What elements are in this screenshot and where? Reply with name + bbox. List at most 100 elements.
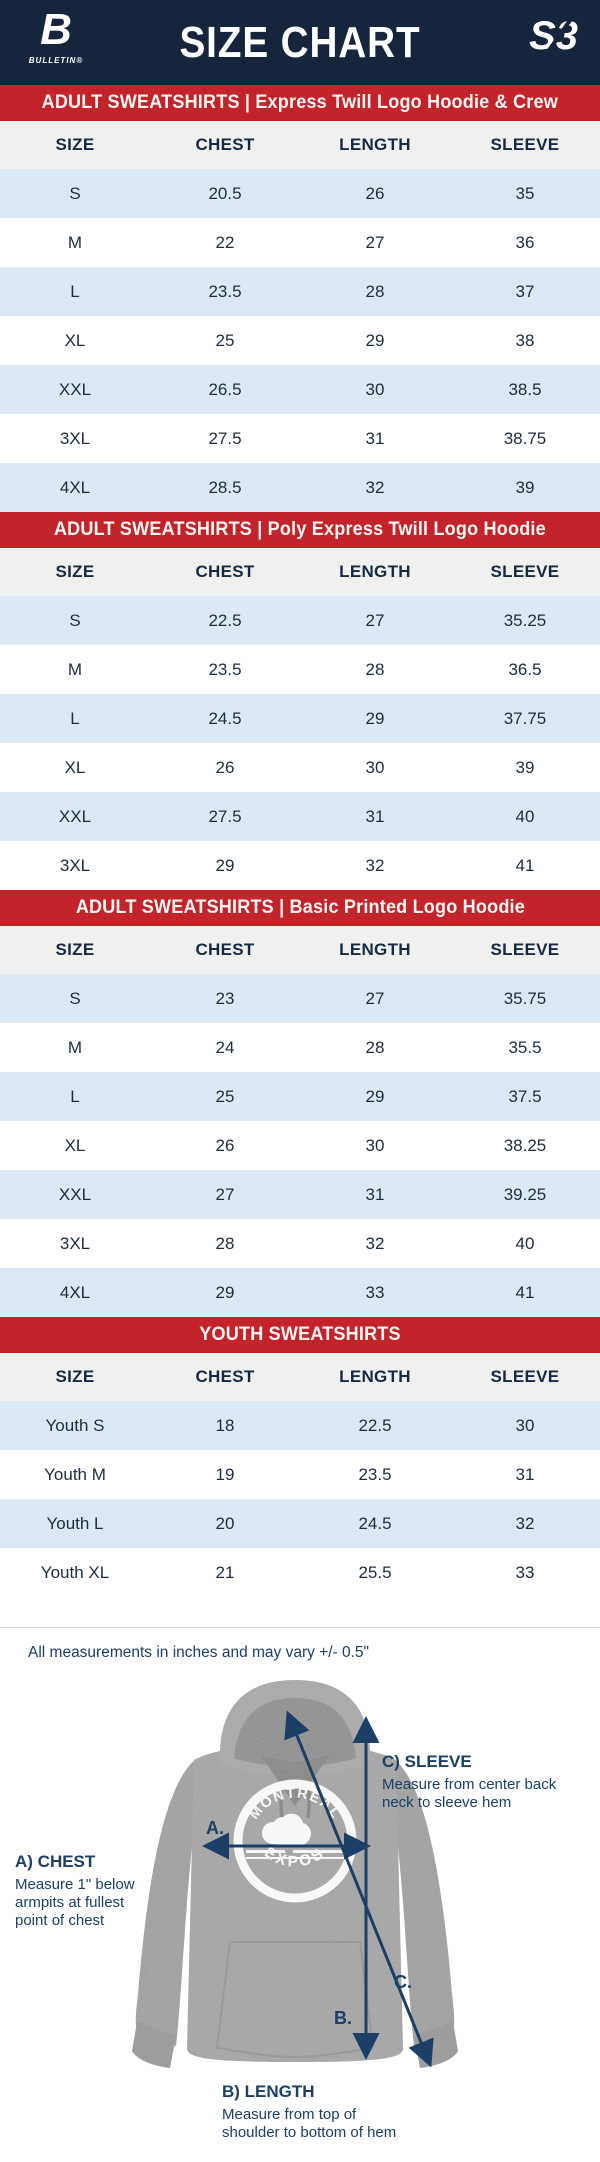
measurement-cell: 24 [150, 1023, 300, 1072]
size-cell: S [0, 974, 150, 1023]
measurement-cell: 26.5 [150, 365, 300, 414]
table-row: M 24 28 35.5 [0, 1023, 600, 1072]
size-cell: L [0, 267, 150, 316]
measurement-cell: 29 [300, 694, 450, 743]
measurement-cell: 22.5 [150, 596, 300, 645]
sleeve-annotation-desc: Measure from center back neck to sleeve … [382, 1775, 557, 1812]
measurement-cell: 31 [300, 1170, 450, 1219]
column-header: LENGTH [300, 121, 450, 169]
measurement-cell: 29 [150, 841, 300, 890]
column-header: SLEEVE [450, 121, 600, 169]
measurement-cell: 29 [150, 1268, 300, 1317]
measurement-cell: 25.5 [300, 1548, 450, 1597]
measurement-cell: 37.75 [450, 694, 600, 743]
size-cell: 3XL [0, 841, 150, 890]
measurement-cell: 29 [300, 316, 450, 365]
size-cell: XL [0, 743, 150, 792]
measurement-note: All measurements in inches and may vary … [28, 1644, 370, 1661]
table-row: M 23.5 28 36.5 [0, 645, 600, 694]
measurement-arrows [202, 1710, 434, 2068]
measurement-cell: 38.25 [450, 1121, 600, 1170]
table-row: XXL 27 31 39.25 [0, 1170, 600, 1219]
measurement-cell: 28 [150, 1219, 300, 1268]
section-banner-label: ADULT SWEATSHIRTS | Basic Printed Logo H… [75, 897, 525, 918]
column-header: LENGTH [300, 548, 450, 596]
size-table: SIZE CHEST LENGTH SLEEVE S 20.5 26 35 M 22 27 36 L 23… [0, 121, 600, 512]
column-header: SIZE [0, 121, 150, 169]
measurement-cell: 24.5 [150, 694, 300, 743]
measurement-cell: 18 [150, 1401, 300, 1450]
measurement-cell: 32 [450, 1499, 600, 1548]
size-table: SIZE CHEST LENGTH SLEEVE S 22.5 27 35.25 M 23.5 28… [0, 548, 600, 890]
size-table: SIZE CHEST LENGTH SLEEVE Youth S 18 22.5 30 Yout… [0, 1353, 600, 1597]
table-row: XL 26 30 38.25 [0, 1121, 600, 1170]
chest-annotation: A) CHEST Measure 1" below armpits at ful… [15, 1852, 150, 1931]
measurement-cell: 41 [450, 841, 600, 890]
size-cell: 3XL [0, 414, 150, 463]
measurement-cell: 33 [300, 1268, 450, 1317]
column-header: SIZE [0, 926, 150, 974]
table-header-row: SIZE CHEST LENGTH SLEEVE [0, 1353, 600, 1401]
table-row: XL 25 29 38 [0, 316, 600, 365]
measurement-cell: 30 [450, 1401, 600, 1450]
size-cell: XL [0, 316, 150, 365]
table-header-row: SIZE CHEST LENGTH SLEEVE [0, 121, 600, 169]
measurement-cell: 38.5 [450, 365, 600, 414]
measurement-cell: 39 [450, 743, 600, 792]
table-row: XL 26 30 39 [0, 743, 600, 792]
table-row: Youth L 20 24.5 32 [0, 1499, 600, 1548]
table-row: 4XL 29 33 41 [0, 1268, 600, 1317]
measurement-cell: 27 [300, 596, 450, 645]
column-header: SLEEVE [450, 926, 600, 974]
size-tables: ADULT SWEATSHIRTS | Express Twill Logo H… [0, 85, 600, 1597]
table-row: 3XL 27.5 31 38.75 [0, 414, 600, 463]
measurement-cell: 21 [150, 1548, 300, 1597]
size-cell: 3XL [0, 1219, 150, 1268]
measurement-cell: 26 [150, 1121, 300, 1170]
measurement-cell: 28 [300, 645, 450, 694]
size-cell: XL [0, 1121, 150, 1170]
measurement-cell: 35 [450, 169, 600, 218]
measurement-cell: 24.5 [300, 1499, 450, 1548]
column-header: CHEST [150, 121, 300, 169]
measurement-cell: 23 [150, 974, 300, 1023]
measurement-cell: 27 [300, 218, 450, 267]
measurement-cell: 27 [150, 1170, 300, 1219]
measurement-cell: 32 [300, 1219, 450, 1268]
column-header: SLEEVE [450, 1353, 600, 1401]
table-header-row: SIZE CHEST LENGTH SLEEVE [0, 548, 600, 596]
column-header: CHEST [150, 926, 300, 974]
measurement-cell: 36.5 [450, 645, 600, 694]
size-cell: L [0, 1072, 150, 1121]
column-header: SIZE [0, 1353, 150, 1401]
measurement-cell: 26 [150, 743, 300, 792]
size-cell: 4XL [0, 1268, 150, 1317]
table-row: M 22 27 36 [0, 218, 600, 267]
sleeve-annotation-title: C) SLEEVE [382, 1752, 472, 1771]
page-header: B BULLETIN® SIZE CHART S3 [0, 0, 600, 85]
size-cell: S [0, 596, 150, 645]
measurement-cell: 20 [150, 1499, 300, 1548]
sleeve-annotation: C) SLEEVE Measure from center back neck … [382, 1752, 587, 1812]
measurement-cell: 25 [150, 316, 300, 365]
size-cell: M [0, 1023, 150, 1072]
section-banner: ADULT SWEATSHIRTS | Basic Printed Logo H… [0, 890, 600, 926]
section-banner: YOUTH SWEATSHIRTS [0, 1317, 600, 1353]
table-row: L 23.5 28 37 [0, 267, 600, 316]
measurement-cell: 39.25 [450, 1170, 600, 1219]
size-cell: XXL [0, 365, 150, 414]
measurement-cell: 32 [300, 841, 450, 890]
table-row: L 25 29 37.5 [0, 1072, 600, 1121]
table-row: S 23 27 35.75 [0, 974, 600, 1023]
measurement-cell: 28 [300, 1023, 450, 1072]
table-row: 3XL 29 32 41 [0, 841, 600, 890]
measurement-cell: 37 [450, 267, 600, 316]
section-banner: ADULT SWEATSHIRTS | Poly Express Twill L… [0, 512, 600, 548]
sleeve-arrow [284, 1710, 434, 2068]
section-banner-label: YOUTH SWEATSHIRTS [199, 1324, 401, 1345]
measurement-cell: 22.5 [300, 1401, 450, 1450]
measurement-cell: 23.5 [150, 267, 300, 316]
marker-a-label: A. [206, 1818, 224, 1838]
s3-icon: S3 [529, 13, 578, 59]
table-row: S 20.5 26 35 [0, 169, 600, 218]
